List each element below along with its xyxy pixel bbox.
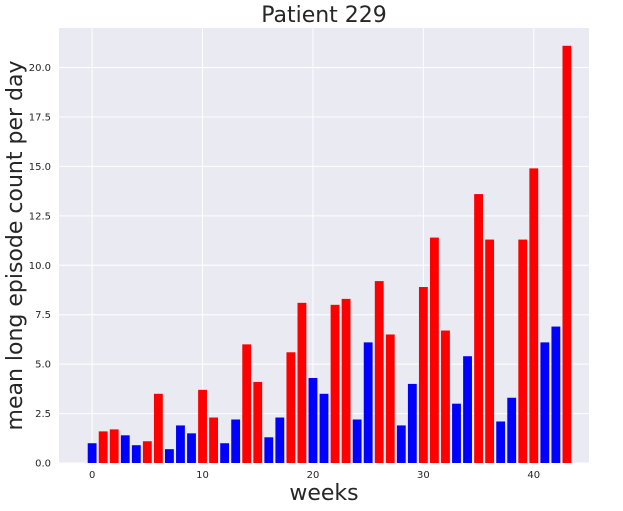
bar-week-20	[308, 377, 318, 463]
y-tick-label-5: 12.5	[29, 211, 51, 222]
bar-week-15	[253, 381, 263, 463]
y-axis-label: mean long episode count per day	[3, 61, 28, 431]
bar-week-38	[507, 397, 517, 463]
bar-week-5	[142, 441, 152, 463]
y-tick-label-8: 20.0	[29, 63, 51, 74]
bar-week-17	[275, 417, 285, 463]
bar-week-9	[187, 433, 196, 463]
y-tick-label-6: 15.0	[29, 162, 51, 173]
x-tick-labels: 0 10 20 30 40	[89, 470, 540, 481]
bar-week-3	[120, 435, 130, 463]
bar-week-21	[319, 393, 329, 463]
y-tick-label-4: 10.0	[29, 261, 51, 272]
bar-week-13	[231, 419, 241, 463]
bar-week-37	[496, 421, 506, 463]
bar-week-2	[109, 429, 119, 463]
bar-week-1	[98, 431, 108, 463]
x-tick-label-0: 0	[89, 470, 95, 481]
bar-week-26	[374, 281, 384, 463]
bar-week-36	[485, 239, 495, 463]
x-axis-label: weeks	[289, 481, 358, 506]
bar-week-41	[540, 342, 550, 463]
bar-week-22	[330, 304, 340, 463]
bar-week-27	[385, 334, 395, 463]
bar-week-14	[242, 344, 252, 463]
bar-week-32	[441, 330, 450, 463]
bar-week-33	[452, 403, 461, 463]
plot-area	[59, 28, 589, 463]
bar-week-7	[165, 449, 174, 463]
bar-week-19	[297, 302, 307, 463]
bar-week-18	[286, 352, 296, 463]
bar-week-4	[131, 445, 141, 463]
bar-week-23	[341, 298, 351, 463]
bar-week-39	[518, 239, 528, 463]
x-tick-label-4: 40	[527, 470, 540, 481]
x-tick-label-3: 30	[417, 470, 430, 481]
y-tick-label-0: 0.0	[35, 459, 51, 470]
bar-week-31	[430, 237, 439, 463]
bar-week-12	[220, 443, 230, 463]
y-tick-label-2: 5.0	[35, 360, 51, 371]
bar-week-35	[474, 194, 483, 463]
bar-week-30	[418, 287, 428, 463]
bar-week-24	[352, 419, 362, 463]
y-tick-label-3: 7.5	[35, 310, 51, 321]
bar-week-6	[153, 393, 163, 463]
bar-week-42	[551, 326, 561, 463]
bar-week-0	[87, 443, 97, 463]
y-tick-label-1: 2.5	[35, 409, 51, 420]
bar-week-28	[396, 425, 406, 463]
bars	[87, 45, 572, 464]
y-tick-label-7: 17.5	[29, 112, 51, 123]
x-tick-label-1: 10	[196, 470, 209, 481]
bar-week-16	[264, 437, 274, 463]
x-tick-label-2: 20	[307, 470, 320, 481]
y-tick-labels: 0.0 2.5 5.0 7.5 10.0 12.5 15.0 17.5 20.0	[29, 63, 51, 469]
bar-week-25	[363, 342, 373, 463]
bar-week-34	[463, 356, 472, 463]
bar-week-11	[209, 417, 218, 463]
bar-week-10	[198, 389, 207, 463]
chart-title: Patient 229	[261, 3, 387, 28]
bar-week-8	[176, 425, 185, 463]
bar-week-40	[529, 168, 539, 464]
bar-week-29	[407, 383, 417, 463]
bar-week-43	[562, 45, 572, 463]
